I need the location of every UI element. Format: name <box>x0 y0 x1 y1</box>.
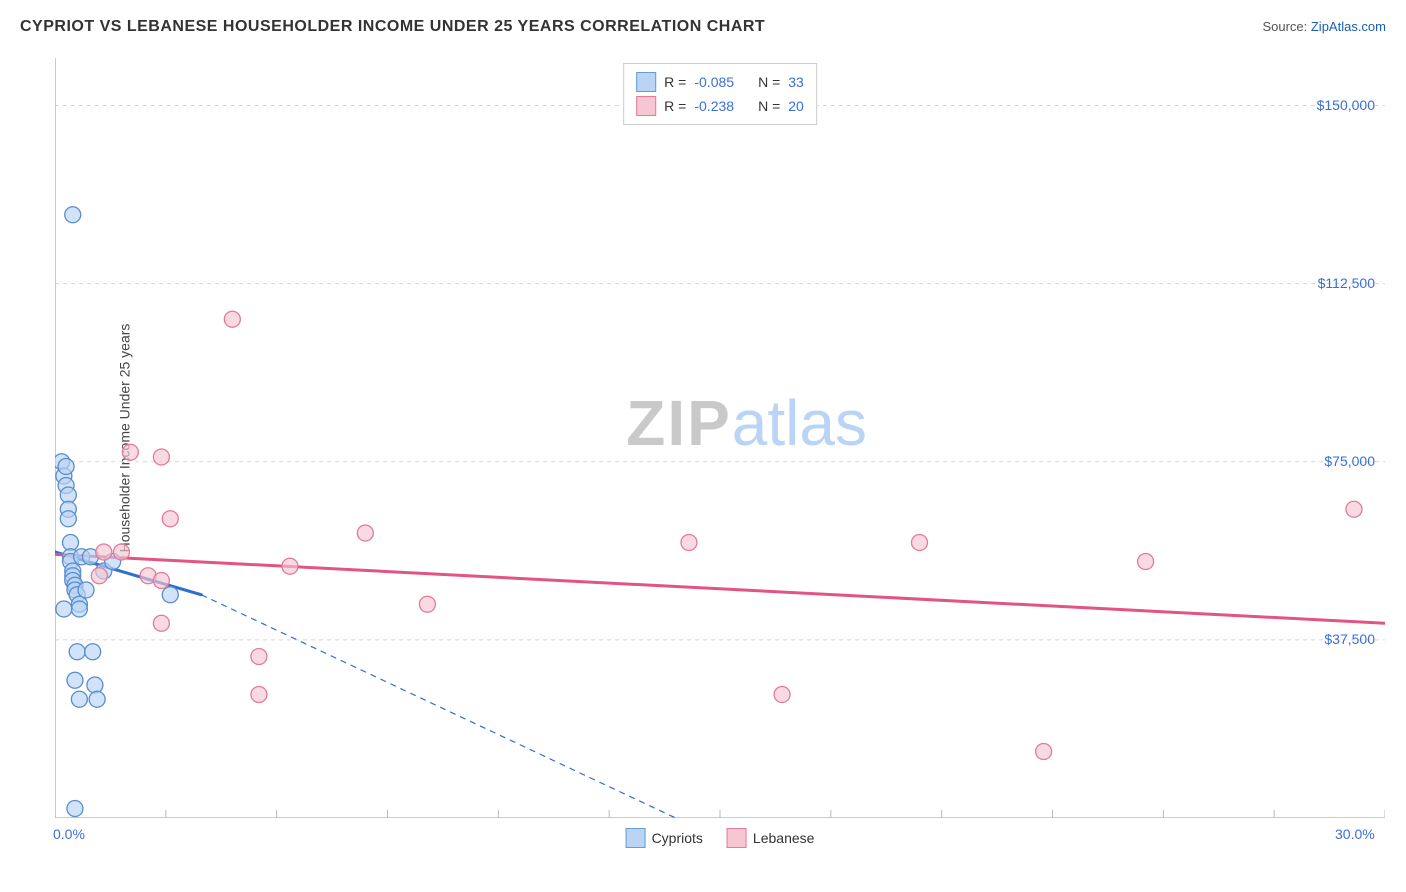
stats-swatch <box>636 72 656 92</box>
y-tick-label: $75,000 <box>1324 453 1375 469</box>
legend: Cypriots Lebanese <box>626 828 815 848</box>
source-link[interactable]: ZipAtlas.com <box>1311 19 1386 34</box>
legend-swatch <box>626 828 646 848</box>
stats-row: R = -0.238 N = 20 <box>636 94 804 118</box>
stats-r-label: R = <box>664 74 686 90</box>
x-tick-label: 0.0% <box>53 826 85 842</box>
legend-label: Lebanese <box>753 830 815 846</box>
legend-item: Lebanese <box>727 828 815 848</box>
chart-area: Householder Income Under 25 years ZIPatl… <box>55 58 1385 818</box>
stats-n-value: 20 <box>788 98 804 114</box>
source-attribution: Source: ZipAtlas.com <box>1262 19 1386 34</box>
legend-label: Cypriots <box>652 830 703 846</box>
stats-n-label: N = <box>758 74 780 90</box>
stats-row: R = -0.085 N = 33 <box>636 70 804 94</box>
stats-r-label: R = <box>664 98 686 114</box>
y-tick-label: $112,500 <box>1318 275 1375 291</box>
chart-title: CYPRIOT VS LEBANESE HOUSEHOLDER INCOME U… <box>20 18 765 36</box>
stats-n-value: 33 <box>788 74 804 90</box>
stats-r-value: -0.085 <box>694 74 734 90</box>
x-tick-label: 30.0% <box>1335 826 1375 842</box>
legend-swatch <box>727 828 747 848</box>
chart-header: CYPRIOT VS LEBANESE HOUSEHOLDER INCOME U… <box>20 18 1386 36</box>
y-tick-label: $150,000 <box>1317 97 1375 113</box>
stats-r-value: -0.238 <box>694 98 734 114</box>
source-prefix: Source: <box>1262 19 1310 34</box>
stats-swatch <box>636 96 656 116</box>
stats-n-label: N = <box>758 98 780 114</box>
y-tick-label: $37,500 <box>1324 631 1375 647</box>
stats-box: R = -0.085 N = 33 R = -0.238 N = 20 <box>623 63 817 125</box>
scatter-plot <box>55 58 1385 818</box>
legend-item: Cypriots <box>626 828 703 848</box>
